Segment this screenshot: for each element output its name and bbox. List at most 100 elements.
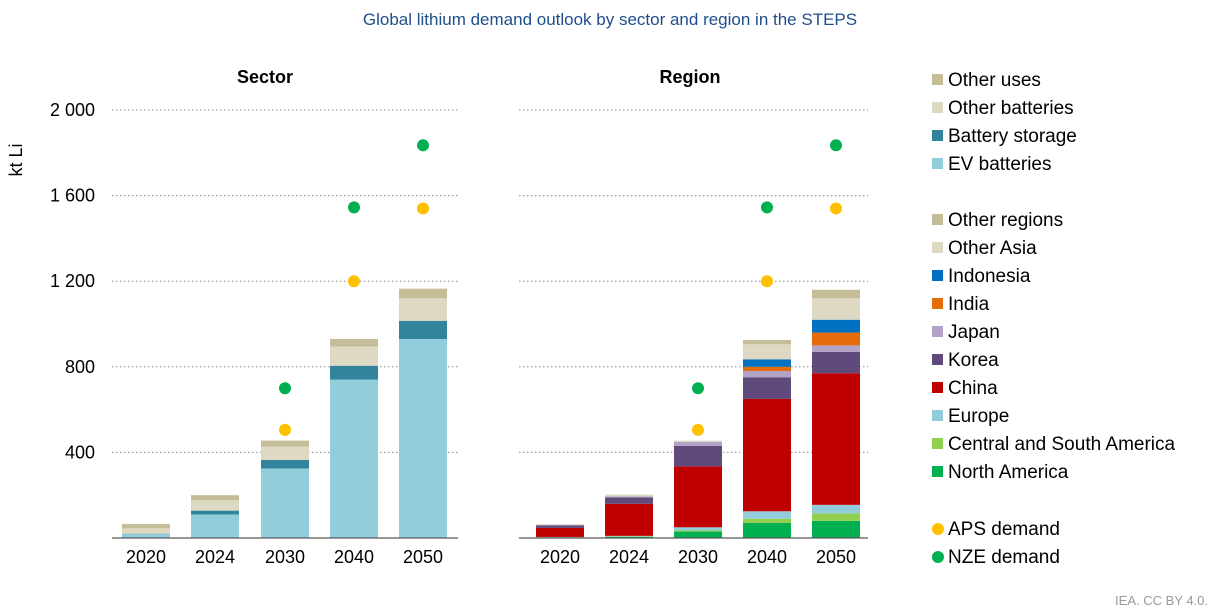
legend-label: Korea <box>948 350 999 371</box>
bar-segment <box>605 495 653 497</box>
x-tick-label: 2050 <box>816 547 856 567</box>
bar-segment <box>399 338 447 538</box>
x-tick-label: 2030 <box>265 547 305 567</box>
bar-segment <box>261 440 309 447</box>
bar-segment <box>330 365 378 380</box>
bar-segment <box>674 466 722 528</box>
bar-segment <box>122 528 170 534</box>
x-tick-label: 2024 <box>609 547 649 567</box>
legend-label: North America <box>948 462 1069 483</box>
bar-segment <box>399 298 447 321</box>
bar-segment <box>812 319 860 333</box>
panel-title: Sector <box>237 67 293 87</box>
credit-text: IEA. CC BY 4.0. <box>1115 593 1208 608</box>
legend-label: Indonesia <box>948 266 1031 287</box>
bar-segment <box>399 320 447 339</box>
bar-segment <box>743 523 791 538</box>
bar-segment <box>743 511 791 519</box>
scenario-marker-point <box>692 382 704 395</box>
bar-segment <box>399 288 447 299</box>
y-tick-label: 2 000 <box>50 100 95 120</box>
bar-segment <box>674 527 722 531</box>
panel-title: Region <box>660 67 721 87</box>
scenario-marker-point <box>279 423 291 436</box>
bar-segment <box>743 377 791 399</box>
legend-swatch <box>932 158 943 169</box>
bar-segment <box>261 446 309 460</box>
bar-segment <box>743 366 791 372</box>
legend-swatch <box>932 466 943 477</box>
bar-segment <box>605 503 653 536</box>
bar-segment <box>191 500 239 511</box>
legend-label: Other batteries <box>948 98 1074 119</box>
bar-segment <box>122 524 170 529</box>
bar-segment <box>261 468 309 538</box>
y-tick-label: 1 200 <box>50 271 95 291</box>
legend-swatch <box>932 382 943 393</box>
legend-label: Other uses <box>948 70 1041 91</box>
bar-segment <box>605 497 653 504</box>
x-tick-label: 2040 <box>334 547 374 567</box>
bar-segment <box>605 496 653 498</box>
bar-segment <box>191 514 239 538</box>
legend-swatch <box>932 102 943 113</box>
bar-segment <box>536 524 584 526</box>
legend-marker <box>932 551 944 563</box>
bar-segment <box>812 520 860 538</box>
bar-segment <box>812 504 860 514</box>
bar-segment <box>674 531 722 538</box>
bar-segment <box>191 510 239 515</box>
legend-swatch <box>932 130 943 141</box>
y-tick-label: 800 <box>65 357 95 377</box>
legend-swatch <box>932 74 943 85</box>
legend-marker <box>932 523 944 535</box>
bar-segment <box>674 441 722 446</box>
legend-swatch <box>932 214 943 225</box>
bar-segment <box>812 351 860 374</box>
bar-segment <box>330 338 378 347</box>
scenario-marker-point <box>761 201 773 214</box>
bar-segment <box>605 535 653 537</box>
scenario-marker-point <box>830 202 842 215</box>
bar-segment <box>743 371 791 378</box>
chart-title: Global lithium demand outlook by sector … <box>362 10 858 29</box>
bar-segment <box>743 340 791 345</box>
legend-label: Other Asia <box>948 238 1037 259</box>
legend-swatch <box>932 298 943 309</box>
bar-segment <box>812 289 860 299</box>
bar-segment <box>536 536 584 538</box>
bar-segment <box>674 530 722 532</box>
legend-swatch <box>932 242 943 253</box>
bar-segment <box>812 332 860 346</box>
legend-swatch <box>932 270 943 281</box>
y-tick-label: 1 600 <box>50 186 95 206</box>
bar-segment <box>743 398 791 512</box>
bar-segment <box>261 459 309 469</box>
x-tick-label: 2020 <box>540 547 580 567</box>
legend-label: Other regions <box>948 210 1063 231</box>
bar-segment <box>743 518 791 524</box>
legend-label: NZE demand <box>948 547 1060 568</box>
scenario-marker-point <box>417 139 429 152</box>
bar-segment <box>330 379 378 538</box>
legend-label: India <box>948 294 990 315</box>
bar-segment <box>812 513 860 521</box>
bar-segment <box>674 440 722 442</box>
bar-segment <box>122 534 170 538</box>
legend-swatch <box>932 326 943 337</box>
x-tick-label: 2020 <box>126 547 166 567</box>
bar-segment <box>536 525 584 528</box>
scenario-marker-point <box>830 139 842 152</box>
x-tick-label: 2030 <box>678 547 718 567</box>
scenario-marker-point <box>417 202 429 215</box>
bar-segment <box>743 344 791 360</box>
legend-swatch <box>932 354 943 365</box>
scenario-marker-point <box>692 423 704 436</box>
bar-segment <box>674 445 722 467</box>
legend-swatch <box>932 438 943 449</box>
y-axis-label: kt Li <box>6 143 26 176</box>
legend-label: Japan <box>948 322 1000 343</box>
scenario-marker-point <box>279 382 291 395</box>
y-tick-label: 400 <box>65 442 95 462</box>
